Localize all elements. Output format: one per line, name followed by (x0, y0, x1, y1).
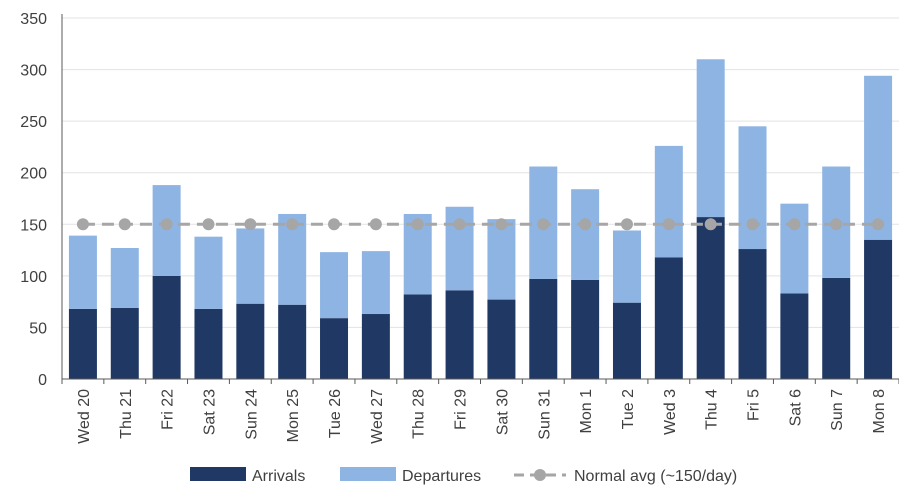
x-tick-label: Thu 28 (411, 389, 428, 439)
bar-arrivals (654, 257, 683, 379)
y-tick-label: 50 (29, 320, 47, 337)
y-tick-label: 100 (20, 269, 47, 286)
bar-departures (361, 251, 390, 315)
bar-departures (864, 75, 893, 240)
bar-arrivals (822, 277, 851, 379)
bar-departures (68, 235, 97, 309)
bar-arrivals (278, 304, 307, 379)
y-tick-label: 300 (20, 63, 47, 80)
x-tick-label: Fri 5 (746, 389, 763, 421)
bar-arrivals (68, 308, 97, 379)
legend: Arrivals Departures Normal avg (~150/day… (190, 467, 737, 485)
normal-avg-marker (830, 218, 843, 231)
normal-avg-marker (411, 218, 424, 231)
legend-label-arrivals: Arrivals (252, 468, 305, 485)
bar-departures (236, 228, 265, 304)
x-tick-label: Thu 4 (704, 389, 721, 430)
normal-avg-marker (620, 218, 633, 231)
x-tick-label: Wed 3 (662, 389, 679, 435)
normal-avg-marker (746, 218, 759, 231)
x-tick-label: Mon 8 (871, 389, 888, 434)
bar-arrivals (445, 290, 474, 379)
legend-label-departures: Departures (402, 468, 481, 485)
legend-marker-normal-avg (534, 469, 546, 481)
normal-avg-marker (160, 218, 173, 231)
bar-departures (152, 185, 181, 276)
y-tick-label: 250 (20, 114, 47, 131)
x-tick-label: Sat 30 (494, 389, 511, 435)
bar-arrivals (320, 318, 349, 379)
bar-departures (487, 219, 516, 300)
normal-avg-marker (244, 218, 257, 231)
y-tick-label: 0 (38, 372, 47, 389)
x-tick-label: Thu 21 (118, 389, 135, 439)
bar-arrivals (152, 275, 181, 379)
normal-avg-marker (328, 218, 341, 231)
bar-arrivals (110, 307, 139, 379)
bar-arrivals (361, 314, 390, 379)
normal-avg-marker (118, 218, 131, 231)
normal-avg-marker (202, 218, 215, 231)
y-tick-label: 150 (20, 217, 47, 234)
normal-avg-marker (453, 218, 466, 231)
bar-departures (612, 230, 641, 303)
y-tick-label: 200 (20, 166, 47, 183)
bar-arrivals (194, 308, 223, 379)
bar-departures (194, 236, 223, 309)
reference-line (76, 218, 885, 231)
x-tick-label: Sun 31 (536, 389, 553, 440)
bar-arrivals (780, 293, 809, 379)
bar-departures (571, 189, 600, 280)
bar-arrivals (571, 279, 600, 379)
normal-avg-marker (704, 218, 717, 231)
legend-swatch-departures (340, 467, 396, 481)
x-tick-label: Mon 25 (285, 389, 302, 442)
normal-avg-marker (579, 218, 592, 231)
normal-avg-marker (872, 218, 885, 231)
x-tick-label: Mon 1 (578, 389, 595, 434)
x-tick-label: Sat 6 (787, 389, 804, 426)
legend-label-normal-avg: Normal avg (~150/day) (574, 468, 737, 485)
bar-arrivals (738, 249, 767, 379)
y-axis: 0 50 100 150 200 250 300 350 (20, 11, 63, 389)
x-tick-label: Sun 7 (829, 389, 846, 431)
bar-departures (110, 248, 139, 308)
normal-avg-marker (788, 218, 801, 231)
bar-departures (780, 203, 809, 294)
legend-swatch-arrivals (190, 467, 246, 481)
x-tick-label: Tue 26 (327, 389, 344, 438)
normal-avg-marker (369, 218, 382, 231)
bar-departures (738, 126, 767, 250)
x-tick-label: Wed 20 (76, 389, 93, 444)
gridlines (62, 17, 899, 328)
bar-arrivals (864, 239, 893, 379)
bar-departures (654, 145, 683, 258)
normal-avg-marker (76, 218, 89, 231)
bar-arrivals (236, 303, 265, 379)
x-axis: Wed 20 Thu 21 Fri 22 Sat 23 Sun 24 Mon 25 Tue … (61, 378, 899, 444)
bar-arrivals (403, 294, 432, 379)
x-tick-label: Fri 22 (160, 389, 177, 430)
x-tick-label: Sun 24 (243, 389, 260, 440)
x-tick-label: Tue 2 (620, 389, 637, 429)
normal-avg-marker (662, 218, 675, 231)
normal-avg-marker (286, 218, 299, 231)
bar-departures (696, 59, 725, 218)
bar-arrivals (612, 302, 641, 379)
x-tick-label: Wed 27 (369, 389, 386, 444)
normal-avg-marker (537, 218, 550, 231)
bar-arrivals (487, 299, 516, 379)
normal-avg-marker (495, 218, 508, 231)
bar-arrivals (696, 217, 725, 379)
bars (68, 59, 893, 379)
x-tick-label: Sat 23 (201, 389, 218, 435)
bar-departures (320, 252, 349, 319)
x-tick-label: Fri 29 (453, 389, 470, 430)
bar-arrivals (529, 278, 558, 379)
y-tick-label: 350 (20, 11, 47, 28)
